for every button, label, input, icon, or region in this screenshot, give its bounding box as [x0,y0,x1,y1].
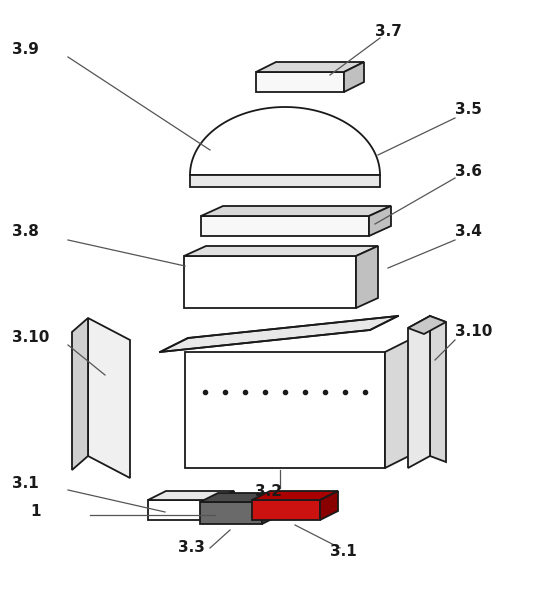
Polygon shape [256,62,364,72]
Text: 3.10: 3.10 [12,331,49,346]
Polygon shape [356,246,378,308]
Polygon shape [320,491,338,520]
Polygon shape [252,500,320,520]
Polygon shape [148,500,216,520]
Polygon shape [256,72,344,92]
Polygon shape [190,107,380,175]
Polygon shape [185,352,385,468]
Polygon shape [408,316,430,468]
Polygon shape [184,246,378,256]
Polygon shape [430,316,446,462]
Text: 3.6: 3.6 [455,164,482,179]
Text: 1: 1 [30,505,41,520]
Text: 3.1: 3.1 [330,545,357,559]
Text: 3.9: 3.9 [12,43,39,58]
Polygon shape [148,491,234,500]
Text: 3.4: 3.4 [455,224,482,239]
Polygon shape [190,175,380,187]
Text: 3.2: 3.2 [255,485,282,499]
Polygon shape [369,206,391,236]
Polygon shape [201,206,391,216]
Polygon shape [88,318,130,478]
Polygon shape [252,491,338,500]
Polygon shape [385,338,413,468]
Polygon shape [216,491,234,520]
Polygon shape [200,493,280,502]
Text: 3.1: 3.1 [12,475,39,491]
Polygon shape [201,216,369,236]
Polygon shape [72,318,88,470]
Text: 3.8: 3.8 [12,224,39,239]
Text: 3.3: 3.3 [178,541,205,556]
Text: 3.5: 3.5 [455,103,482,118]
Text: 3.7: 3.7 [375,25,402,40]
Polygon shape [262,493,280,524]
Polygon shape [184,256,356,308]
Text: 3.10: 3.10 [455,325,492,340]
Polygon shape [160,316,398,352]
Polygon shape [344,62,364,92]
Polygon shape [200,502,262,524]
Polygon shape [408,316,446,334]
